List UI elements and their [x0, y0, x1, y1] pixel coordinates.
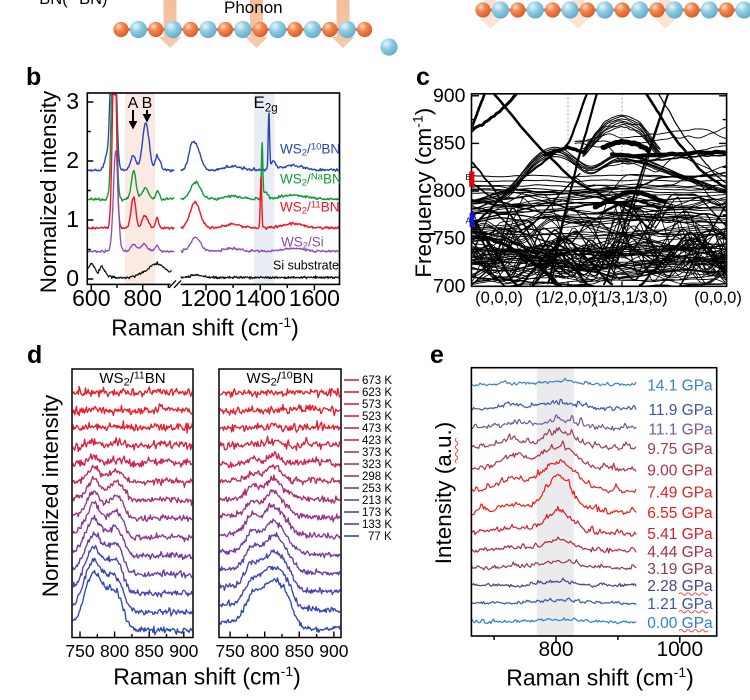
svg-text:9.00 GPa: 9.00 GPa: [647, 463, 713, 480]
svg-text:WS2/Si: WS2/Si: [281, 235, 324, 252]
svg-text:133 K: 133 K: [362, 519, 392, 531]
svg-text:750: 750: [433, 228, 466, 250]
svg-text:600: 600: [72, 285, 110, 311]
svg-text:800: 800: [250, 641, 279, 661]
svg-text:0: 0: [66, 265, 79, 291]
svg-text:A: A: [466, 215, 472, 225]
svg-text:800: 800: [433, 180, 466, 202]
svg-text:WS2/10BN: WS2/10BN: [280, 142, 340, 159]
svg-text:173 K: 173 K: [362, 507, 392, 519]
svg-text:7.49 GPa: 7.49 GPa: [647, 484, 713, 501]
svg-text:1000: 1000: [656, 638, 703, 661]
svg-text:1200: 1200: [180, 285, 231, 311]
svg-text:850: 850: [285, 641, 314, 661]
svg-text:B: B: [142, 95, 153, 112]
svg-text:473 K: 473 K: [362, 423, 392, 435]
svg-text:573 K: 573 K: [362, 399, 392, 411]
svg-text:WS2/NaBN: WS2/NaBN: [280, 172, 342, 189]
svg-text:3.19 GPa: 3.19 GPa: [647, 561, 713, 578]
svg-text:1: 1: [66, 206, 79, 232]
svg-text:253 K: 253 K: [362, 483, 392, 495]
svg-text:3: 3: [66, 88, 79, 114]
svg-text:373 K: 373 K: [362, 447, 392, 459]
svg-text:11.9 GPa: 11.9 GPa: [648, 402, 713, 419]
svg-text:B: B: [466, 172, 472, 182]
svg-text:623 K: 623 K: [362, 387, 392, 399]
svg-text:850: 850: [135, 641, 164, 661]
svg-text:11.1 GPa: 11.1 GPa: [648, 421, 713, 438]
svg-text:700: 700: [433, 275, 466, 297]
svg-text:WS2/11BN: WS2/11BN: [280, 200, 339, 217]
svg-text:1600: 1600: [289, 285, 340, 311]
svg-text:Si substrate: Si substrate: [273, 259, 339, 273]
svg-text:900: 900: [433, 85, 466, 107]
svg-text:800: 800: [124, 285, 162, 311]
svg-text:(1/3,1/3,0): (1/3,1/3,0): [592, 289, 667, 307]
svg-text:14.1 GPa: 14.1 GPa: [647, 378, 713, 395]
svg-text:A: A: [128, 95, 139, 112]
svg-text:(0,0,0): (0,0,0): [475, 289, 523, 307]
svg-text:1.21 GPa: 1.21 GPa: [647, 596, 713, 613]
svg-text:2.28 GPa: 2.28 GPa: [647, 578, 713, 595]
svg-text:523 K: 523 K: [362, 411, 392, 423]
svg-text:(1/2,0,0): (1/2,0,0): [535, 289, 596, 307]
svg-text:77 K: 77 K: [368, 531, 392, 543]
svg-text:WS2/10BN: WS2/10BN: [247, 370, 314, 389]
svg-text:900: 900: [319, 641, 348, 661]
svg-text:750: 750: [65, 641, 94, 661]
svg-text:4.44 GPa: 4.44 GPa: [647, 544, 713, 561]
svg-text:6.55 GPa: 6.55 GPa: [647, 505, 713, 522]
svg-text:298 K: 298 K: [362, 471, 392, 483]
svg-text:800: 800: [100, 641, 129, 661]
svg-text:(0,0,0): (0,0,0): [694, 289, 742, 307]
svg-text:213 K: 213 K: [362, 495, 392, 507]
svg-text:9.75 GPa: 9.75 GPa: [647, 441, 713, 458]
svg-text:900: 900: [169, 641, 198, 661]
svg-text:750: 750: [215, 641, 244, 661]
svg-text:423 K: 423 K: [362, 435, 392, 447]
svg-text:2: 2: [66, 147, 79, 173]
svg-text:323 K: 323 K: [362, 459, 392, 471]
svg-text:673 K: 673 K: [362, 375, 392, 387]
svg-text:5.41 GPa: 5.41 GPa: [647, 526, 713, 543]
svg-text:800: 800: [538, 638, 573, 661]
svg-text:850: 850: [433, 132, 466, 154]
svg-text:WS2/11BN: WS2/11BN: [99, 370, 165, 389]
svg-text:0.00 GPa: 0.00 GPa: [647, 615, 713, 632]
svg-text:1400: 1400: [235, 285, 286, 311]
